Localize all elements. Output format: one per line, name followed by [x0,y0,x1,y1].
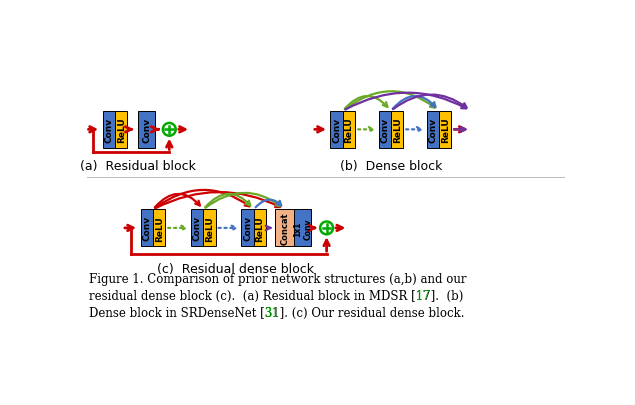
Text: 1x1
Conv: 1x1 Conv [293,217,312,239]
Text: ReLU: ReLU [117,117,126,143]
FancyBboxPatch shape [391,112,403,149]
Text: 17: 17 [415,289,431,302]
Text: Conv: Conv [142,117,151,143]
FancyBboxPatch shape [203,210,216,247]
Text: Conv: Conv [332,117,341,143]
Text: ReLU: ReLU [392,117,401,143]
Text: Conv: Conv [380,117,389,143]
FancyBboxPatch shape [103,112,115,149]
Text: Dense block in SRDenseNet [31]. (c) Our residual dense block.: Dense block in SRDenseNet [31]. (c) Our … [89,306,464,319]
Text: ReLU: ReLU [205,215,214,241]
Text: residual dense block (c).  (a) Residual block in MDSR [17].  (b): residual dense block (c). (a) Residual b… [89,289,463,302]
Text: Conv: Conv [142,216,151,241]
Text: ReLU: ReLU [155,215,164,241]
Text: Concat: Concat [280,212,290,245]
Text: Conv: Conv [192,216,202,241]
Text: 31: 31 [264,306,279,319]
Text: (c)  Residual dense block: (c) Residual dense block [157,262,314,275]
FancyBboxPatch shape [439,112,451,149]
FancyBboxPatch shape [378,112,391,149]
FancyBboxPatch shape [294,210,311,247]
FancyBboxPatch shape [153,210,165,247]
Text: ReLU: ReLU [441,117,450,143]
FancyBboxPatch shape [115,112,128,149]
FancyBboxPatch shape [343,112,355,149]
FancyBboxPatch shape [191,210,203,247]
Text: Conv: Conv [428,117,438,143]
FancyBboxPatch shape [276,210,294,247]
Text: Conv: Conv [104,117,113,143]
FancyBboxPatch shape [254,210,266,247]
FancyBboxPatch shape [138,112,156,149]
FancyBboxPatch shape [241,210,254,247]
FancyBboxPatch shape [427,112,439,149]
Text: (b)  Dense block: (b) Dense block [340,159,443,172]
FancyBboxPatch shape [140,210,153,247]
Text: ReLU: ReLU [255,215,264,241]
Text: ReLU: ReLU [345,117,354,143]
Text: Conv: Conv [243,216,252,241]
Text: Figure 1. Comparison of prior network structures (a,b) and our: Figure 1. Comparison of prior network st… [89,272,466,285]
FancyBboxPatch shape [330,112,343,149]
Text: (a)  Residual block: (a) Residual block [81,159,196,172]
